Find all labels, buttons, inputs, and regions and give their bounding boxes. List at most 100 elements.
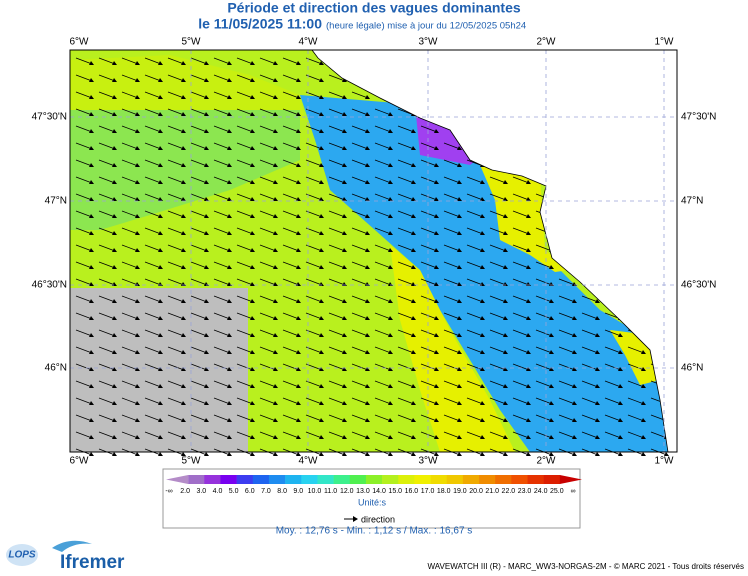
direction-arrow (443, 142, 461, 150)
direction-arrow (236, 210, 254, 218)
direction-arrow (236, 312, 254, 320)
direction-head (296, 418, 301, 422)
direction-head (158, 299, 163, 303)
direction-head (365, 95, 370, 99)
direction-head (319, 214, 324, 218)
direction-head (273, 146, 278, 150)
direction-arrow (581, 414, 599, 422)
direction-head (526, 452, 531, 456)
direction-head (365, 231, 370, 235)
direction-arrow (213, 278, 231, 286)
direction-head (434, 350, 439, 354)
lon-label: 5°W (182, 456, 202, 467)
direction-arrow (259, 431, 277, 439)
direction-arrow (144, 125, 162, 133)
direction-head (112, 146, 117, 150)
color-swatch (236, 475, 254, 484)
direction-head (365, 180, 370, 184)
direction-arrow (420, 363, 438, 371)
direction-arrow (512, 380, 530, 388)
direction-arrow (397, 125, 415, 133)
direction-head (204, 452, 209, 456)
direction-head (250, 265, 255, 269)
direction-head (158, 265, 163, 269)
direction-arrow (236, 159, 254, 167)
direction-head (365, 129, 370, 133)
direction-arrow (190, 329, 208, 337)
direction-arrow (489, 278, 507, 286)
direction-arrow (466, 363, 484, 371)
direction-head (388, 316, 393, 320)
direction-arrow (305, 431, 323, 439)
direction-arrow (190, 176, 208, 184)
direction-head (388, 163, 393, 167)
direction-arrow (397, 312, 415, 320)
direction-head (319, 78, 324, 82)
direction-arrow (236, 295, 254, 303)
direction-head (480, 367, 485, 371)
direction-arrow (397, 363, 415, 371)
direction-arrow (466, 295, 484, 303)
direction-arrow (374, 193, 392, 201)
direction-head (250, 418, 255, 422)
colorbar: -∞ 2.0 3.0 4.0 5.0 6.0 7.0 8.0 9.0 10.0 11.0 12.0 13… (165, 475, 582, 495)
direction-arrow (512, 193, 530, 201)
direction-arrow (374, 278, 392, 286)
direction-arrow (144, 210, 162, 218)
direction-head (273, 282, 278, 286)
direction-arrow (627, 397, 645, 405)
direction-head (250, 61, 255, 65)
direction-arrow (351, 210, 369, 218)
direction-head (250, 78, 255, 82)
scale-label: ∞ (571, 488, 576, 495)
direction-arrow (236, 278, 254, 286)
direction-arrow (259, 312, 277, 320)
direction-head (411, 401, 416, 405)
direction-head (158, 384, 163, 388)
direction-arrow (604, 431, 622, 439)
color-swatch (252, 475, 270, 484)
direction-arrow (328, 431, 346, 439)
direction-head (388, 299, 393, 303)
direction-arrow (443, 346, 461, 354)
direction-arrow (558, 312, 576, 320)
direction-arrow (282, 125, 300, 133)
direction-head (342, 231, 347, 235)
direction-head (526, 384, 531, 388)
direction-arrow (75, 380, 93, 388)
direction-arrow (213, 227, 231, 235)
direction-head (158, 61, 163, 65)
direction-arrow (558, 414, 576, 422)
direction-head (457, 214, 462, 218)
direction-head (227, 129, 232, 133)
scale-label: 2.0 (180, 488, 190, 495)
direction-arrow (627, 380, 645, 388)
direction-arrow (535, 244, 553, 252)
direction-head (227, 299, 232, 303)
direction-head (595, 418, 600, 422)
direction-arrow (121, 244, 139, 252)
direction-head (89, 282, 94, 286)
direction-head (388, 350, 393, 354)
direction-head (135, 316, 140, 320)
scale-label: 6.0 (245, 488, 255, 495)
direction-arrow (581, 363, 599, 371)
direction-arrow (213, 125, 231, 133)
direction-arrow (328, 244, 346, 252)
direction-head (618, 401, 623, 405)
direction-arrow (282, 380, 300, 388)
direction-arrow (75, 108, 93, 116)
direction-arrow (489, 176, 507, 184)
direction-head (227, 231, 232, 235)
direction-arrow (489, 312, 507, 320)
direction-head (618, 350, 623, 354)
direction-arrow (535, 312, 553, 320)
direction-head (204, 95, 209, 99)
color-swatch (317, 475, 334, 484)
direction-arrow (466, 193, 484, 201)
direction-head (503, 384, 508, 388)
direction-head (411, 350, 416, 354)
direction-head (135, 418, 140, 422)
direction-head (388, 435, 393, 439)
direction-head (503, 367, 508, 371)
